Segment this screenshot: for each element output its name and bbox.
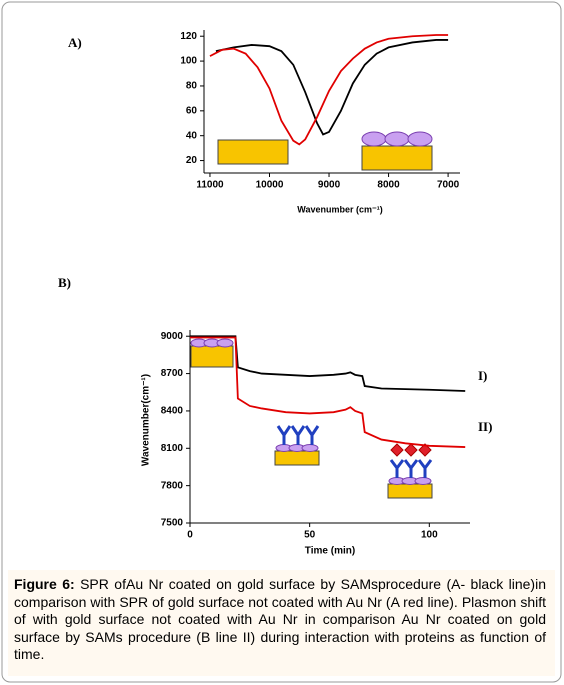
annotation: I) bbox=[478, 368, 487, 383]
x-axis-label: Time (min) bbox=[305, 546, 355, 557]
panel-label: B) bbox=[58, 275, 71, 290]
x-tick-label: 8000 bbox=[377, 180, 400, 191]
y-tick-label: 7500 bbox=[161, 518, 184, 529]
x-tick-label: 100 bbox=[421, 530, 438, 541]
y-tick-label: 8700 bbox=[161, 368, 184, 379]
data-line bbox=[209, 34, 449, 146]
x-tick-label: 50 bbox=[304, 530, 316, 541]
inset bbox=[217, 131, 433, 171]
panel-label: A) bbox=[68, 35, 82, 50]
data-line bbox=[215, 39, 449, 136]
y-tick-label: 100 bbox=[180, 56, 197, 67]
data-line bbox=[190, 336, 466, 448]
y-tick-label: 60 bbox=[186, 105, 198, 116]
y-tick-label: 8100 bbox=[161, 443, 184, 454]
y-tick-label: 80 bbox=[186, 81, 198, 92]
caption: Figure 6: SPR ofAu Nr coated on gold sur… bbox=[14, 576, 546, 664]
y-tick-label: 20 bbox=[186, 155, 198, 166]
x-tick-label: 0 bbox=[187, 530, 193, 541]
x-tick-label: 10000 bbox=[256, 180, 284, 191]
caption-box bbox=[8, 570, 555, 676]
caption-label: Figure 6: bbox=[14, 576, 75, 592]
x-axis-label: Wavenumber (cm⁻¹) bbox=[297, 204, 382, 214]
y-tick-label: 120 bbox=[180, 31, 197, 42]
data-line bbox=[190, 335, 466, 392]
y-tick-label: 8400 bbox=[161, 406, 184, 417]
y-axis-label: Wavenumber(cm⁻¹) bbox=[141, 374, 152, 466]
annotation: II) bbox=[478, 419, 492, 434]
y-tick-label: 9000 bbox=[161, 331, 184, 342]
x-tick-label: 7000 bbox=[437, 180, 460, 191]
x-tick-label: 9000 bbox=[318, 180, 341, 191]
y-tick-label: 7800 bbox=[161, 480, 184, 491]
x-tick-label: 11000 bbox=[196, 180, 224, 191]
y-tick-label: 40 bbox=[186, 130, 198, 141]
inset bbox=[190, 338, 433, 499]
caption-text: SPR ofAu Nr coated on gold surface by SA… bbox=[14, 576, 546, 662]
